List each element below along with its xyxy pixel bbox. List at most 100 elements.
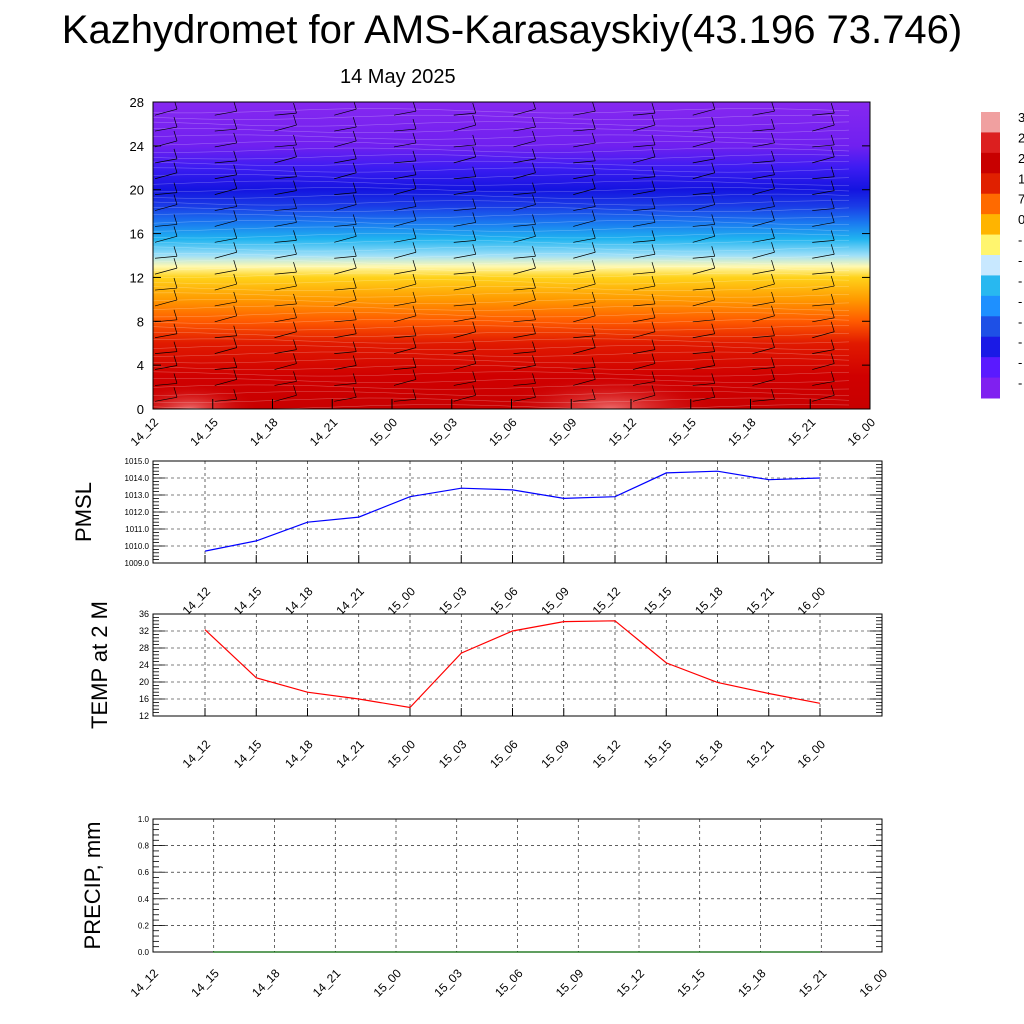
precip-x-tick-label: 15_09: [553, 966, 587, 1000]
wind-barb: [453, 271, 476, 275]
wind-barb: [872, 268, 894, 274]
wind-barb-flag: [891, 195, 894, 205]
heatmap-y-tick-label: 24: [130, 139, 144, 154]
wind-barb: [692, 236, 715, 243]
wind-barb-flag: [472, 134, 477, 146]
wind-barb-flag: [711, 309, 716, 320]
wind-barb-flag: [830, 385, 835, 396]
wind-barb: [214, 398, 237, 402]
wind-barb: [393, 237, 417, 243]
pmsl-y-axis-label: PMSL: [71, 482, 96, 542]
heatmap-x-tick-label: 14_21: [307, 415, 341, 449]
wind-barb: [692, 158, 715, 164]
wind-barb-flag: [472, 293, 477, 305]
wind-barb: [692, 192, 715, 195]
wind-barb-flag: [472, 166, 477, 177]
wind-barb: [453, 176, 476, 180]
colorbar-swatch: [981, 357, 1000, 379]
wind-barb-flag: [532, 148, 536, 159]
wind-barb-flag: [830, 371, 835, 382]
wind-barb: [692, 333, 715, 339]
wind-barb-flag: [830, 146, 835, 157]
wind-barb: [214, 188, 237, 195]
pmsl-x-tick-label: 14_21: [333, 584, 367, 618]
wind-barb-flag: [711, 226, 716, 237]
temp-at-2-m-y-tick-label: 28: [139, 643, 149, 653]
wind-barb-flag: [233, 291, 238, 303]
wind-barb-group: [154, 102, 894, 402]
wind-barb: [573, 347, 596, 354]
pmsl-x-tick-label: 15_06: [487, 584, 521, 618]
wind-barb-flag: [412, 291, 417, 303]
wind-barb-flag: [233, 196, 238, 207]
temp-at-2-m-x-tick-label: 15_18: [692, 737, 726, 771]
wind-barb: [752, 237, 775, 243]
wind-barb-flag: [293, 198, 297, 209]
wind-barb-flag: [173, 323, 178, 334]
wind-barb-flag: [233, 357, 238, 368]
wind-barb-flag: [352, 148, 357, 159]
wind-barb: [453, 349, 476, 354]
wind-barb: [393, 110, 417, 116]
heatmap-x-tick-label: 14_12: [128, 415, 162, 449]
wind-barb: [573, 110, 596, 116]
wind-barb: [334, 333, 357, 339]
wind-barb: [154, 255, 178, 259]
wind-barb: [812, 112, 835, 116]
wind-barb-flag: [771, 305, 775, 316]
wind-barb-flag: [651, 244, 656, 255]
wind-barb: [214, 110, 237, 116]
wind-barb-flag: [173, 289, 178, 301]
wind-barb: [573, 251, 596, 259]
wind-barb: [274, 331, 297, 339]
precip-x-tick-label: 14_21: [310, 966, 344, 1000]
wind-barb: [334, 224, 357, 227]
wind-barb-flag: [412, 242, 417, 253]
wind-barb-flag: [591, 389, 596, 400]
wind-barb: [573, 379, 596, 386]
wind-barb: [214, 379, 237, 386]
wind-barb-flag: [472, 230, 477, 241]
pmsl-y-tick-label: 1014.0: [125, 474, 150, 483]
contour-line: [153, 154, 850, 160]
wind-barb: [632, 285, 656, 291]
wind-barb-flag: [173, 277, 178, 289]
contour-line: [153, 325, 850, 331]
wind-barb: [214, 251, 237, 259]
wind-barb-flag: [771, 178, 775, 189]
temp-at-2-m-x-tick-label: 15_15: [641, 737, 675, 771]
wind-barb: [393, 301, 417, 307]
wind-barb-flag: [891, 149, 894, 159]
wind-barb-flag: [412, 102, 417, 112]
pmsl-y-tick-label: 1012.0: [125, 508, 150, 517]
wind-barb-flag: [352, 323, 357, 334]
wind-barb-flag: [711, 130, 716, 142]
wind-barb: [812, 144, 835, 148]
temp-at-2-m-y-tick-label: 32: [139, 626, 149, 636]
wind-barb: [573, 128, 596, 132]
wind-barb: [632, 303, 656, 307]
wind-barb: [752, 283, 775, 291]
wind-barb-flag: [830, 198, 835, 209]
wind-barb-flag: [173, 182, 178, 193]
heatmap-x-tick-label: 15_18: [725, 415, 759, 449]
wind-barb-flag: [532, 373, 536, 384]
wind-barb: [692, 204, 715, 211]
precip-y-tick-label: 1.0: [138, 815, 150, 824]
colorbar-swatch: [981, 193, 1000, 215]
wind-barb-flag: [233, 369, 238, 380]
wind-barb-flag: [352, 355, 357, 366]
heatmap-x-tick-label: 15_06: [486, 415, 520, 449]
heatmap-x-tick-label: 14_18: [247, 415, 281, 449]
wind-barb: [214, 347, 237, 354]
wind-barb-flag: [591, 132, 596, 144]
wind-barb-flag: [352, 277, 357, 289]
warm-core-afternoon: [500, 375, 720, 409]
heatmap-y-tick-label: 4: [137, 358, 144, 373]
heatmap-y-tick-label: 16: [130, 227, 144, 242]
wind-barb: [274, 144, 297, 148]
wind-barb-flag: [173, 116, 178, 128]
wind-barb-flag: [651, 275, 656, 287]
temp-at-2-m-x-tick-label: 16_00: [795, 737, 829, 771]
wind-barb-flag: [233, 118, 238, 130]
